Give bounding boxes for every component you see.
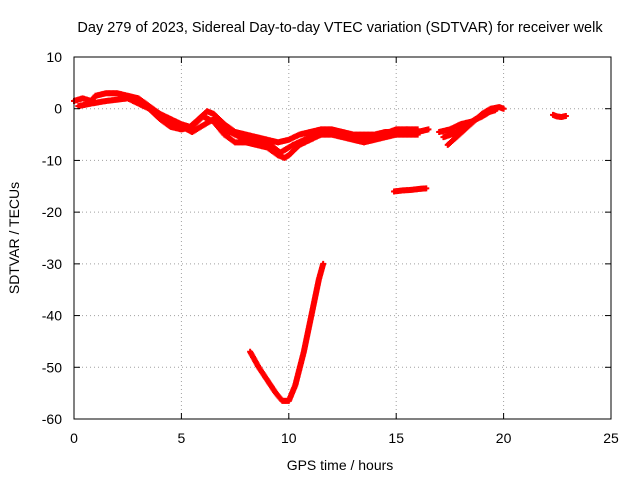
series-v-dip: [247, 260, 327, 404]
y-tick-label: -10: [42, 152, 62, 168]
data-point: [500, 105, 507, 112]
series-rising-arc-c: [440, 107, 499, 141]
y-tick-label: 0: [54, 101, 62, 117]
y-tick-label: -50: [42, 359, 62, 375]
y-tick-label: -40: [42, 308, 62, 324]
axis-ticks: 0 5 10 15 20 25 10 0 -10 -20 -30 -40 -50 -60: [42, 49, 619, 446]
y-tick-label: -20: [42, 204, 62, 220]
data-point: [414, 126, 421, 133]
chart-title: Day 279 of 2023, Sidereal Day-to-day VTE…: [77, 20, 603, 36]
data-point: [562, 112, 569, 119]
x-axis-label: GPS time / hours: [287, 457, 394, 473]
y-tick-label: 10: [46, 49, 62, 65]
y-axis-label: SDTVAR / TECUs: [6, 182, 22, 294]
y-tick-label: -30: [42, 256, 62, 272]
data-points: [71, 90, 569, 404]
x-tick-label: 10: [281, 430, 297, 446]
data-point: [425, 126, 432, 133]
x-tick-label: 5: [178, 430, 186, 446]
x-tick-label: 0: [70, 430, 78, 446]
grid: [74, 57, 611, 419]
series-blob-22h: [550, 111, 569, 120]
series-main-track-b: [75, 95, 421, 161]
data-point: [414, 131, 421, 138]
series-segment-15h: [391, 185, 430, 195]
series-main-track-c: [152, 110, 421, 156]
y-tick-label: -60: [42, 411, 62, 427]
plot-frame: [73, 56, 612, 420]
x-tick-label: 15: [388, 430, 404, 446]
data-point: [320, 260, 327, 267]
data-point: [492, 107, 499, 114]
data-point: [423, 185, 430, 192]
x-tick-label: 25: [603, 430, 619, 446]
x-tick-label: 20: [496, 430, 512, 446]
